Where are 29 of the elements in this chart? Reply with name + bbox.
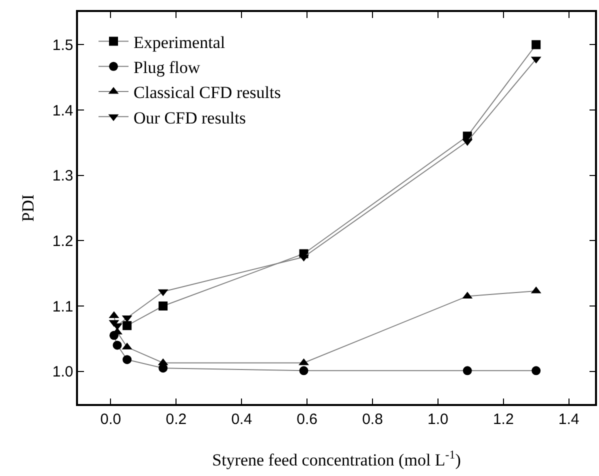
x-tick-label: 0.6 bbox=[296, 410, 318, 428]
y-axis-title: PDI bbox=[18, 194, 38, 222]
x-tick-label: 0.2 bbox=[166, 410, 187, 428]
legend-label: Our CFD results bbox=[134, 108, 246, 128]
x-tick-label: 1.2 bbox=[492, 410, 514, 428]
y-tick-label: 1.1 bbox=[52, 298, 74, 316]
x-tick-label: 1.0 bbox=[428, 410, 448, 428]
legend-label: Classical CFD results bbox=[134, 83, 281, 102]
y-tick-label: 1.3 bbox=[52, 168, 74, 185]
point bbox=[122, 321, 132, 330]
x-tick-label: 1.4 bbox=[558, 410, 580, 428]
legend-label: Plug flow bbox=[134, 58, 201, 78]
x-tick-label: 0.0 bbox=[100, 410, 122, 428]
point bbox=[462, 366, 472, 376]
legend-label: Experimental bbox=[134, 32, 226, 52]
y-tick-label: 1.2 bbox=[52, 232, 74, 250]
point bbox=[532, 366, 541, 376]
point bbox=[299, 366, 308, 376]
x-axis-title: Styrene feed concentration (mol L$^{-1}$) bbox=[212, 447, 461, 470]
y-tick-label: 1.0 bbox=[52, 364, 74, 381]
point bbox=[112, 340, 122, 350]
x-tick-label: 0.4 bbox=[231, 410, 252, 428]
point bbox=[298, 358, 309, 366]
y-tick-label: 1.5 bbox=[52, 36, 74, 54]
point bbox=[532, 40, 541, 50]
point bbox=[158, 302, 168, 310]
x-tick-label: 0.8 bbox=[362, 410, 383, 428]
y-tick-label: 1.4 bbox=[52, 102, 74, 120]
point bbox=[122, 355, 132, 364]
